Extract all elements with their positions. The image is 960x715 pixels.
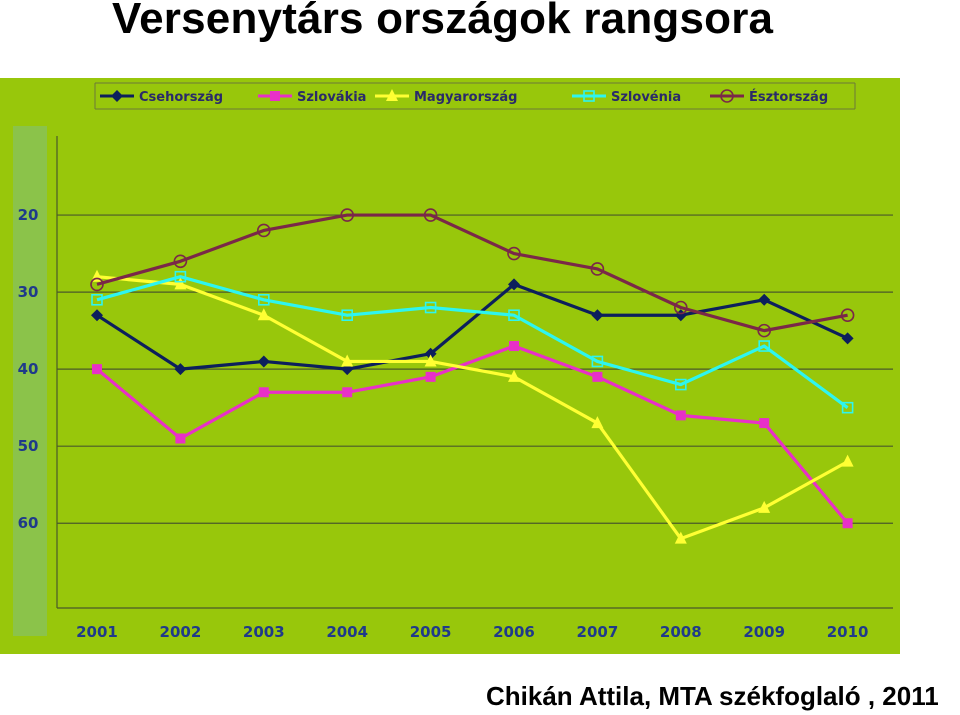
data-point: [842, 518, 853, 529]
data-point: [340, 208, 355, 222]
page-title: Versenytárs országok rangsora: [112, 0, 774, 43]
data-point: [341, 354, 354, 367]
legend-label: Szlovénia: [611, 90, 681, 105]
data-point: [257, 355, 270, 368]
data-point: [91, 294, 103, 306]
legend-label: Észtország: [749, 89, 828, 105]
legend-marker: [720, 89, 734, 103]
data-point: [341, 309, 354, 322]
x-tick-label: 2003: [243, 623, 285, 641]
data-point: [424, 347, 437, 360]
data-point: [841, 332, 854, 345]
data-point: [592, 371, 603, 382]
data-point: [92, 364, 102, 375]
legend-marker: [111, 90, 123, 102]
data-point: [256, 223, 271, 238]
data-point: [173, 254, 188, 269]
data-point: [424, 354, 437, 367]
series-line-2: [95, 344, 849, 525]
data-point: [508, 369, 520, 382]
x-tick-label: 2009: [743, 623, 785, 641]
series-group: [90, 208, 855, 544]
y-axis-strip: [13, 126, 47, 636]
data-point: [257, 308, 270, 321]
data-point: [590, 262, 605, 276]
data-point: [675, 410, 686, 421]
data-point: [757, 323, 772, 338]
x-tick-label: 2006: [493, 623, 535, 641]
data-point: [258, 387, 269, 398]
data-point: [257, 294, 270, 306]
data-point: [342, 387, 353, 398]
data-point: [174, 277, 187, 290]
line-chart: 20 30 40 50 60 2001 2002 2003 2004 2005 2006 2007 20…: [0, 78, 900, 654]
data-point: [90, 277, 104, 292]
data-point: [841, 454, 854, 467]
data-point: [758, 500, 771, 513]
legend-marker: [386, 89, 398, 101]
data-point: [174, 270, 187, 283]
legend-label: Magyarország: [414, 90, 517, 105]
data-point: [591, 355, 604, 368]
data-point: [509, 341, 519, 352]
data-point: [507, 246, 521, 261]
data-point: [425, 371, 436, 382]
series-line-4: [96, 275, 849, 409]
axes: 20 30 40 50 60 2001 2002 2003 2004 2005 2006 2007 20…: [18, 136, 893, 641]
data-point: [840, 308, 855, 323]
data-point: [674, 531, 687, 544]
x-tick-label: 2004: [326, 623, 368, 641]
x-tick-label: 2002: [160, 623, 202, 641]
data-point: [91, 309, 103, 322]
y-tick-label: 60: [18, 514, 39, 532]
y-tick-label: 30: [18, 283, 39, 301]
data-point: [175, 433, 186, 444]
x-tick-label: 2010: [827, 623, 869, 641]
data-point: [591, 309, 604, 322]
data-point: [674, 378, 687, 391]
x-tick-label: 2007: [577, 623, 619, 641]
data-point: [591, 416, 604, 429]
legend-marker: [270, 91, 280, 101]
data-point: [423, 208, 438, 222]
data-point: [758, 340, 771, 352]
x-tick-label: 2005: [410, 623, 452, 641]
legend-label: Szlovákia: [297, 90, 366, 105]
series-line-1: [96, 282, 849, 371]
x-tick-label: 2001: [76, 623, 118, 641]
y-tick-label: 40: [18, 360, 39, 378]
x-tick-label: 2008: [660, 623, 702, 641]
data-point: [424, 301, 437, 314]
data-point: [508, 309, 520, 322]
data-point: [841, 401, 854, 414]
data-point: [508, 278, 520, 291]
data-point: [673, 300, 688, 315]
data-point: [758, 293, 771, 306]
data-point: [759, 418, 770, 429]
legend: Csehország Szlovákia Magyarország Szlovénia…: [100, 89, 828, 105]
series-line-3: [96, 275, 849, 541]
y-tick-label: 50: [18, 437, 39, 455]
series-line-5: [96, 213, 848, 333]
legend-marker: [583, 90, 595, 102]
y-tick-label: 20: [18, 206, 39, 224]
legend-label: Csehország: [139, 90, 223, 105]
author-credit: Chikán Attila, MTA székfoglaló , 2011: [486, 681, 939, 711]
data-point: [174, 363, 187, 376]
